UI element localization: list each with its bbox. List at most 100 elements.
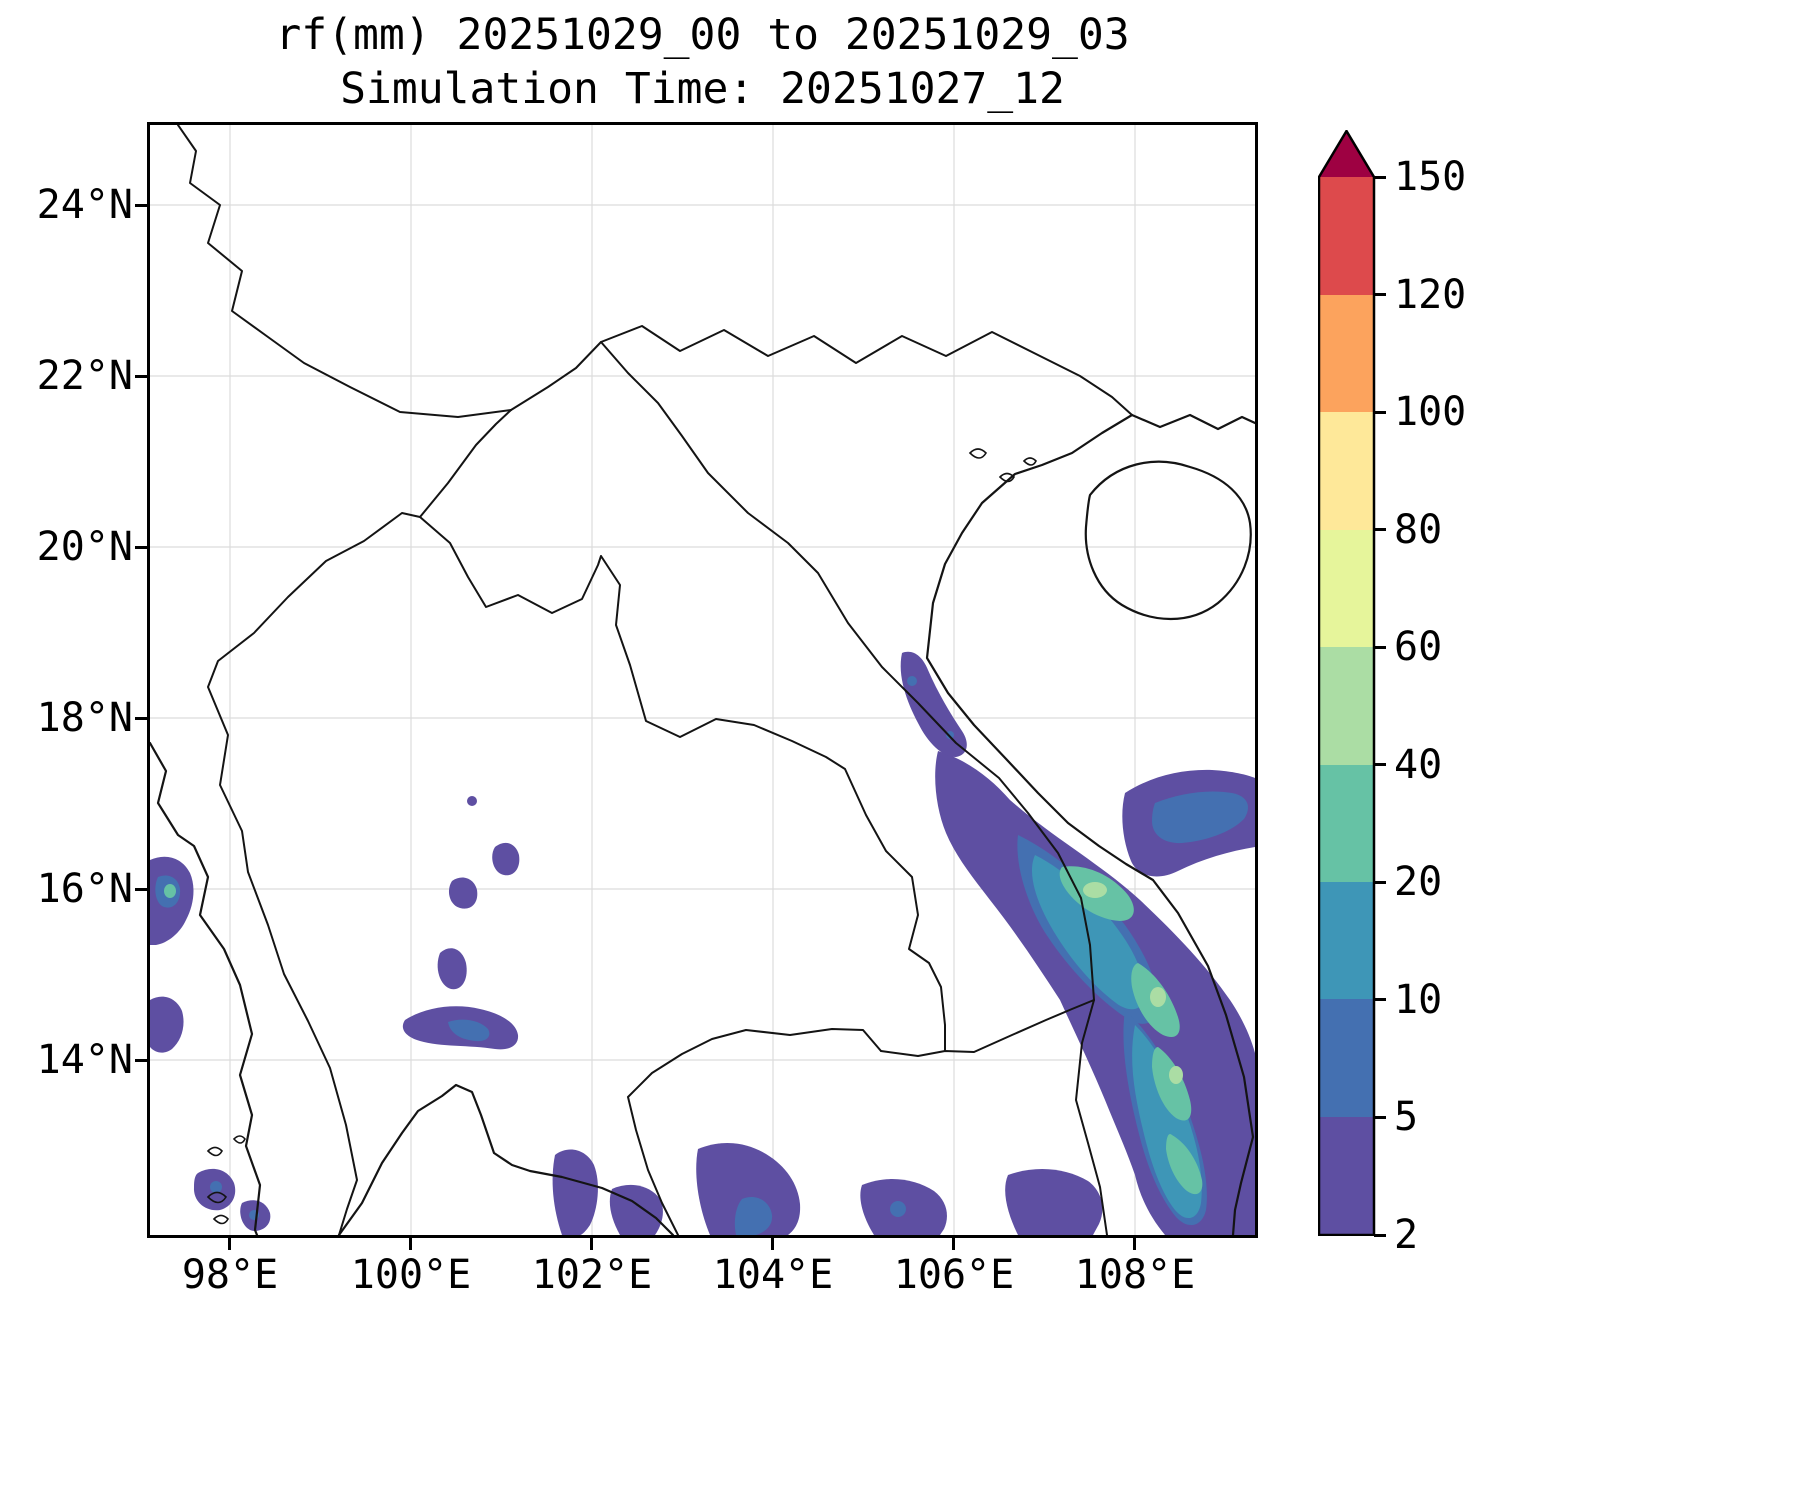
x-tick-mark bbox=[1133, 1238, 1136, 1250]
border-laos-vietnam bbox=[600, 341, 1095, 1001]
colorbar-extend-arrow bbox=[1319, 131, 1374, 177]
rain-cell bbox=[1169, 1066, 1183, 1084]
plot-subtitle: Simulation Time: 20251027_12 bbox=[340, 64, 1065, 114]
x-tick-mark bbox=[771, 1238, 774, 1250]
colorbar-tick-mark bbox=[1374, 646, 1386, 649]
coast-vietnam bbox=[925, 413, 1255, 1235]
rain-cell bbox=[492, 842, 520, 876]
x-tick-mark bbox=[952, 1238, 955, 1250]
border-laos-cambodia bbox=[880, 999, 1095, 1057]
rain-cell bbox=[907, 676, 917, 686]
border-thailand-cambodia bbox=[627, 1028, 882, 1235]
rain-cell bbox=[696, 1142, 801, 1235]
border-thailand-myanmar bbox=[207, 512, 421, 1235]
rain-cell bbox=[164, 884, 176, 898]
border-thailand-laos-mekong bbox=[419, 516, 946, 1052]
colorbar-tick-label: 60 bbox=[1394, 624, 1443, 670]
rain-cell bbox=[1083, 882, 1107, 898]
y-tick-mark bbox=[135, 375, 147, 378]
x-tick-label: 98°E bbox=[181, 1252, 279, 1298]
colorbar-segment bbox=[1319, 765, 1374, 883]
colorbar bbox=[1317, 128, 1388, 1240]
x-tick-label: 102°E bbox=[531, 1252, 653, 1298]
border-china-north bbox=[510, 325, 1133, 416]
rain-cell bbox=[1150, 987, 1166, 1007]
x-tick-label: 104°E bbox=[712, 1252, 834, 1298]
colorbar-segment bbox=[1319, 647, 1374, 765]
x-tick-label: 100°E bbox=[350, 1252, 472, 1298]
rain-cell bbox=[150, 996, 184, 1053]
x-tick-mark bbox=[409, 1238, 412, 1250]
colorbar-tick-label: 150 bbox=[1394, 154, 1467, 200]
rain-cell bbox=[552, 1149, 598, 1235]
map-canvas bbox=[150, 125, 1255, 1235]
small-islands bbox=[206, 448, 1037, 1225]
colorbar-tick-label: 20 bbox=[1394, 859, 1443, 905]
rain-level-40-60 bbox=[1083, 882, 1183, 1084]
x-tick-label: 108°E bbox=[1074, 1252, 1196, 1298]
rain-cell bbox=[1166, 1133, 1203, 1195]
colorbar-segment bbox=[1319, 412, 1374, 530]
colorbar-tick-label: 80 bbox=[1394, 507, 1443, 553]
colorbar-outline bbox=[1317, 128, 1376, 1237]
rain-cell bbox=[1005, 1169, 1103, 1235]
colorbar-tick-label: 5 bbox=[1394, 1094, 1419, 1140]
coast-china-hainan bbox=[1084, 413, 1255, 620]
colorbar-tick-label: 40 bbox=[1394, 742, 1443, 788]
colorbar-tick-mark bbox=[1374, 1234, 1386, 1237]
y-tick-label: 22°N bbox=[36, 353, 133, 399]
y-tick-label: 18°N bbox=[36, 695, 133, 741]
rain-cell bbox=[946, 731, 954, 739]
y-tick-mark bbox=[135, 546, 147, 549]
x-tick-mark bbox=[590, 1238, 593, 1250]
colorbar-tick-label: 120 bbox=[1394, 272, 1467, 318]
rain-cell bbox=[210, 1181, 222, 1193]
rain-cell bbox=[890, 1201, 906, 1217]
colorbar-tick-label: 2 bbox=[1394, 1212, 1419, 1258]
x-tick-mark bbox=[228, 1238, 231, 1250]
gridlines bbox=[150, 125, 1255, 1235]
y-tick-mark bbox=[135, 717, 147, 720]
rain-cell bbox=[467, 796, 477, 806]
colorbar-segment bbox=[1319, 530, 1374, 648]
rain-cell bbox=[609, 1184, 663, 1235]
coast-andaman bbox=[150, 741, 262, 1235]
coast-gulf-of-thailand bbox=[337, 1083, 675, 1235]
rain-cell bbox=[437, 948, 467, 990]
colorbar-tick-mark bbox=[1374, 293, 1386, 296]
plot-title: rf(mm) 20251029_00 to 20251029_03 bbox=[275, 10, 1130, 60]
y-tick-mark bbox=[135, 1059, 147, 1062]
rain-cell bbox=[448, 877, 478, 909]
y-tick-label: 14°N bbox=[36, 1037, 133, 1083]
y-tick-label: 20°N bbox=[36, 524, 133, 570]
colorbar-tick-mark bbox=[1374, 528, 1386, 531]
basemap-borders bbox=[150, 125, 1255, 1235]
rain-cell bbox=[1152, 791, 1248, 844]
colorbar-segment bbox=[1319, 882, 1374, 1000]
colorbar-segment bbox=[1319, 1117, 1374, 1235]
rain-cell bbox=[900, 651, 967, 757]
border-myanmar-laos bbox=[419, 409, 512, 518]
colorbar-tick-mark bbox=[1374, 1116, 1386, 1119]
colorbar-tick-mark bbox=[1374, 763, 1386, 766]
rain-cell bbox=[448, 1019, 490, 1042]
y-tick-label: 24°N bbox=[36, 182, 133, 228]
colorbar-tick-mark bbox=[1374, 176, 1386, 179]
colorbar-tick-mark bbox=[1374, 998, 1386, 1001]
colorbar-tick-label: 10 bbox=[1394, 977, 1443, 1023]
y-tick-mark bbox=[135, 204, 147, 207]
border-myanmar-china bbox=[177, 125, 512, 418]
border-cambodia-vietnam bbox=[1075, 999, 1108, 1235]
title-block: rf(mm) 20251029_00 to 20251029_03 Simula… bbox=[150, 8, 1255, 116]
colorbar-tick-mark bbox=[1374, 881, 1386, 884]
colorbar-tick-mark bbox=[1374, 411, 1386, 414]
colorbar-segment bbox=[1319, 999, 1374, 1117]
y-tick-label: 16°N bbox=[36, 866, 133, 912]
map-axes bbox=[147, 122, 1258, 1238]
y-tick-mark bbox=[135, 888, 147, 891]
colorbar-canvas bbox=[1317, 128, 1376, 1237]
colorbar-tick-label: 100 bbox=[1394, 389, 1467, 435]
rain-cell bbox=[734, 1196, 773, 1235]
x-tick-label: 106°E bbox=[893, 1252, 1015, 1298]
